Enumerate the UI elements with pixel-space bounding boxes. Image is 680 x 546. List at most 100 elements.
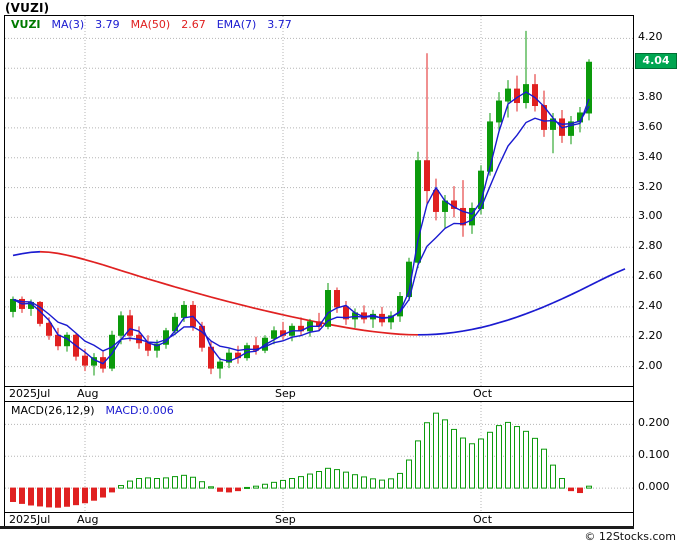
ma50-line [507, 316, 518, 321]
price-axis-tick: 2.60 [638, 269, 663, 283]
macd-bar [370, 478, 376, 489]
candle [496, 100, 502, 123]
candle [424, 160, 430, 192]
candle [37, 301, 43, 324]
macd-x-axis-labels: 2025Jul Aug Sep Oct [4, 513, 634, 526]
ma50-line [138, 275, 149, 280]
month-label: 2025Jul [9, 387, 51, 400]
macd-bar [55, 487, 61, 508]
macd-panel: MACD(26,12,9) MACD:0.006 [4, 401, 634, 513]
candle [109, 334, 115, 369]
macd-bar [235, 487, 241, 492]
ma50-line [93, 261, 104, 266]
macd-bar [280, 479, 286, 489]
macd-bar [586, 485, 592, 489]
ma50-line [462, 328, 473, 332]
candle [343, 306, 349, 320]
macd-bar [397, 472, 403, 489]
macd-axis-tick: 0.000 [638, 480, 670, 494]
macd-bar [514, 426, 520, 489]
macd-bar [424, 422, 430, 489]
ma50-line [282, 314, 293, 318]
macd-bar [226, 487, 232, 493]
ma50-line [480, 324, 491, 329]
macd-bar [298, 476, 304, 489]
ma50-line [363, 329, 374, 333]
macd-bar [523, 430, 529, 489]
macd-bar [91, 487, 97, 501]
candle [505, 88, 511, 102]
month-label: Oct [473, 387, 493, 400]
macd-bar [46, 487, 52, 508]
macd-bar [478, 438, 484, 489]
ma50-line [174, 286, 185, 291]
macd-bar [559, 478, 565, 489]
ma50-line [552, 298, 563, 304]
candle [46, 322, 52, 336]
macd-bar [343, 471, 349, 489]
candle [55, 334, 61, 347]
macd-bar [433, 412, 439, 489]
macd-axis-tick: 0.100 [638, 448, 670, 462]
macd-bar [253, 485, 259, 489]
macd-bar [406, 459, 412, 489]
macd-bar [505, 421, 511, 489]
macd-params-label: MACD(26,12,9) [11, 404, 95, 417]
macd-bar [172, 476, 178, 489]
macd-bar [244, 486, 250, 489]
candle [82, 355, 88, 366]
macd-bar [181, 474, 187, 489]
ma50-line [453, 330, 464, 334]
price-axis-tick: 3.40 [638, 149, 663, 163]
ma50-line [75, 256, 86, 261]
price-axis-tick: 3.60 [638, 119, 663, 133]
macd-bar [82, 487, 88, 504]
ma50-line [345, 326, 356, 330]
macd-bar [316, 471, 322, 489]
ma50-line [354, 328, 365, 332]
macd-bar [451, 428, 457, 489]
candle [568, 121, 574, 136]
month-label: Aug [77, 387, 99, 400]
ma50-line [102, 264, 113, 269]
month-label: Aug [77, 513, 99, 526]
page-title: (VUZI) [5, 1, 50, 15]
macd-bar [154, 478, 160, 489]
price-chart-canvas [5, 16, 633, 386]
macd-bar [118, 485, 124, 489]
macd-bar [271, 481, 277, 489]
ma50-line [606, 271, 617, 278]
macd-bar [289, 478, 295, 489]
price-x-axis-labels: 2025Jul Aug Sep Oct [4, 387, 634, 401]
ma50-line [30, 250, 41, 254]
ma50-line [597, 276, 608, 283]
macd-bar [325, 467, 331, 489]
macd-bar [352, 474, 358, 489]
ma50-line [561, 293, 572, 300]
legend-ma50-value: 2.67 [181, 18, 206, 31]
candle [487, 121, 493, 172]
ma50-line [300, 317, 311, 322]
macd-bar [388, 478, 394, 489]
ma50-line [444, 331, 455, 335]
ma50-line [129, 272, 140, 278]
macd-bar [541, 448, 547, 489]
ma50-line [273, 311, 284, 316]
ma50-line [66, 254, 77, 259]
macd-bar [379, 479, 385, 489]
ma50-line [336, 325, 347, 329]
ma50-line [264, 309, 275, 314]
ma50-line [120, 269, 131, 275]
candle [10, 298, 16, 312]
ma50-line [498, 319, 509, 324]
macd-bar [361, 476, 367, 489]
candle [415, 160, 421, 263]
ma50-line [147, 278, 158, 283]
macd-bar [208, 486, 214, 489]
ma50-line [210, 296, 221, 301]
ma50-line [372, 330, 383, 334]
macd-bar [37, 487, 43, 507]
macd-bar [217, 487, 223, 492]
legend-ema7-label: EMA(7) [216, 18, 257, 31]
ma50-line [381, 331, 392, 335]
